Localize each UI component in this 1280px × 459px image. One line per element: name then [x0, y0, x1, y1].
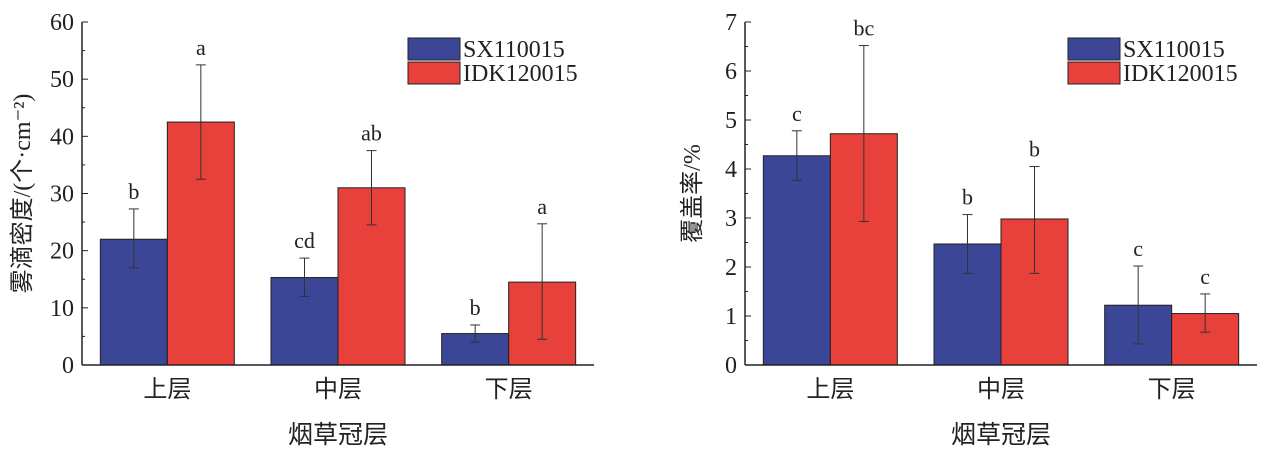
legend-swatch — [1067, 61, 1121, 85]
legend-label: SX110015 — [463, 37, 565, 63]
x-axis-label: 烟草冠层 — [288, 421, 388, 449]
x-tick-label: 中层 — [977, 376, 1025, 403]
y-tick-label: 20 — [50, 239, 74, 265]
y-tick-label: 2 — [725, 255, 737, 281]
legend-label: IDK120015 — [463, 61, 578, 87]
x-tick-label: 上层 — [806, 376, 854, 403]
y-tick-label: 40 — [50, 124, 74, 150]
significance-label: b — [470, 295, 481, 320]
y-tick-label: 0 — [725, 353, 737, 379]
y-tick-label: 3 — [725, 206, 737, 232]
y-tick-label: 50 — [50, 67, 74, 93]
legend-swatch — [407, 37, 461, 61]
y-tick-label: 1 — [725, 304, 737, 330]
x-tick-label: 上层 — [143, 376, 191, 403]
legend-swatch — [407, 61, 461, 85]
legend-label: SX110015 — [1123, 37, 1225, 63]
y-tick-label: 5 — [725, 108, 737, 134]
significance-label: cd — [294, 228, 315, 253]
significance-label: ab — [361, 121, 382, 146]
significance-label: c — [1133, 236, 1143, 261]
significance-label: a — [196, 35, 206, 60]
y-tick-label: 60 — [50, 10, 74, 36]
significance-label: b — [962, 185, 973, 210]
y-tick-label: 10 — [50, 296, 74, 322]
legend-swatch — [1067, 37, 1121, 61]
x-tick-label: 中层 — [314, 376, 362, 403]
significance-label: c — [792, 101, 802, 126]
bar-SX110015 — [762, 155, 831, 366]
significance-label: b — [128, 179, 139, 204]
y-tick-label: 0 — [62, 353, 74, 379]
x-axis-label: 烟草冠层 — [951, 421, 1051, 449]
significance-label: bc — [853, 16, 874, 41]
y-tick-label: 30 — [50, 182, 74, 208]
y-tick-label: 4 — [725, 157, 737, 183]
significance-label: b — [1029, 137, 1040, 162]
legend-label: IDK120015 — [1123, 61, 1238, 87]
x-tick-label: 下层 — [485, 377, 533, 403]
significance-label: a — [537, 194, 547, 219]
significance-label: c — [1200, 264, 1210, 289]
y-axis-label: 雾滴密度/(个·cm⁻²) — [9, 94, 36, 294]
x-tick-label: 下层 — [1148, 377, 1196, 403]
y-tick-label: 7 — [725, 10, 737, 36]
y-axis-label: 覆盖率/% — [679, 144, 706, 243]
y-tick-label: 6 — [725, 59, 737, 85]
